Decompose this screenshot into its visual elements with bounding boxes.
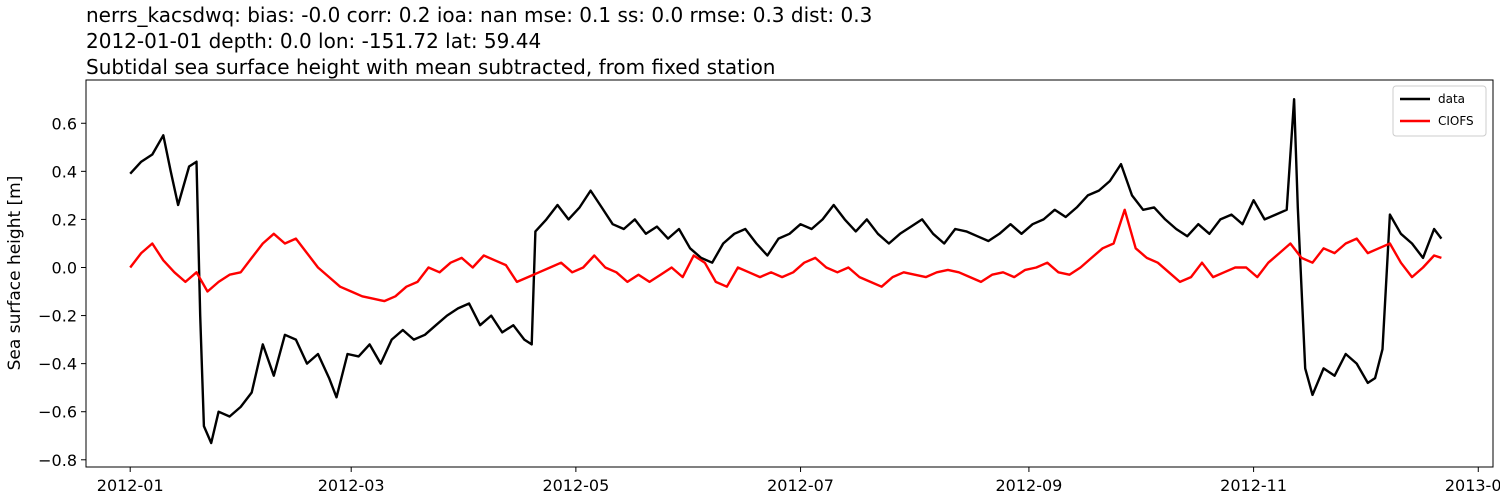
- legend-label-data: data: [1438, 92, 1465, 106]
- x-tick-label-2: 2012-05: [542, 476, 609, 495]
- x-tick-label-5: 2012-11: [1220, 476, 1287, 495]
- chart-title-line-3: Subtidal sea surface height with mean su…: [86, 55, 775, 79]
- chart-title-line-2: 2012-01-01 depth: 0.0 lon: -151.72 lat: …: [86, 29, 541, 53]
- y-tick-label-1: −0.6: [38, 403, 77, 422]
- chart-title-line-1: nerrs_kacsdwq: bias: -0.0 corr: 0.2 ioa:…: [86, 3, 872, 27]
- y-axis-label: Sea surface height [m]: [5, 176, 25, 371]
- x-tick-label-0: 2012-01: [97, 476, 164, 495]
- legend-label-ciofs: CIOFS: [1438, 114, 1474, 128]
- y-tick-label-6: 0.4: [52, 162, 77, 181]
- y-tick-label-0: −0.8: [38, 451, 77, 470]
- y-tick-label-3: −0.2: [38, 307, 77, 326]
- series-layer: [129, 98, 1443, 445]
- x-axis-ticks: 2012-01 2012-03 2012-05 2012-07 2012-09 2012-…: [97, 467, 1500, 495]
- series-line-0: [129, 98, 1443, 445]
- x-tick-label-4: 2012-09: [995, 476, 1062, 495]
- plot-frame: [85, 79, 1494, 468]
- y-tick-label-5: 0.2: [52, 210, 77, 229]
- legend: data CIOFS: [1392, 85, 1487, 137]
- y-axis-ticks: −0.8 −0.6 −0.4 −0.2 0.0 0.2 0.4 0.6: [38, 114, 86, 470]
- x-tick-label-3: 2012-07: [767, 476, 834, 495]
- x-tick-label-6: 2013-01: [1445, 476, 1500, 495]
- series-line-1: [129, 208, 1442, 303]
- y-tick-label-7: 0.6: [52, 114, 77, 133]
- y-tick-label-4: 0.0: [52, 258, 77, 277]
- x-tick-label-1: 2012-03: [318, 476, 385, 495]
- y-tick-label-2: −0.4: [38, 355, 77, 374]
